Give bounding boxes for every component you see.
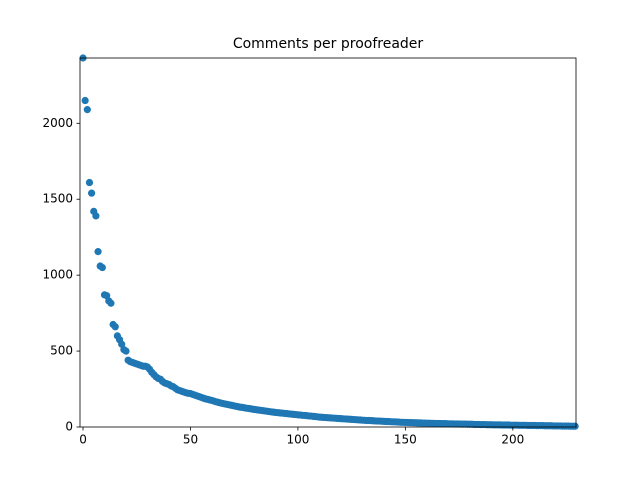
- plot-frame: [79, 57, 577, 428]
- point: [107, 299, 115, 307]
- point: [122, 347, 130, 355]
- y-tick-label: 1000: [42, 268, 73, 282]
- point: [111, 323, 119, 331]
- y-tick-label: 500: [50, 344, 73, 358]
- y-tick-label: 2000: [42, 116, 73, 130]
- x-tick-label: 200: [501, 433, 524, 447]
- x-tick-label: 150: [394, 433, 417, 447]
- point: [88, 189, 96, 197]
- point: [94, 248, 102, 256]
- x-tick-label: 50: [183, 433, 198, 447]
- point: [83, 106, 91, 114]
- y-tick-label: 0: [65, 420, 73, 434]
- y-tick-label: 1500: [42, 192, 73, 206]
- point: [81, 96, 89, 105]
- x-tick-label: 100: [286, 433, 309, 447]
- point: [92, 212, 100, 220]
- point: [85, 178, 94, 187]
- chart-title: Comments per proofreader: [233, 36, 424, 52]
- x-tick-label: 0: [79, 433, 87, 447]
- point: [571, 422, 579, 430]
- point: [98, 263, 106, 272]
